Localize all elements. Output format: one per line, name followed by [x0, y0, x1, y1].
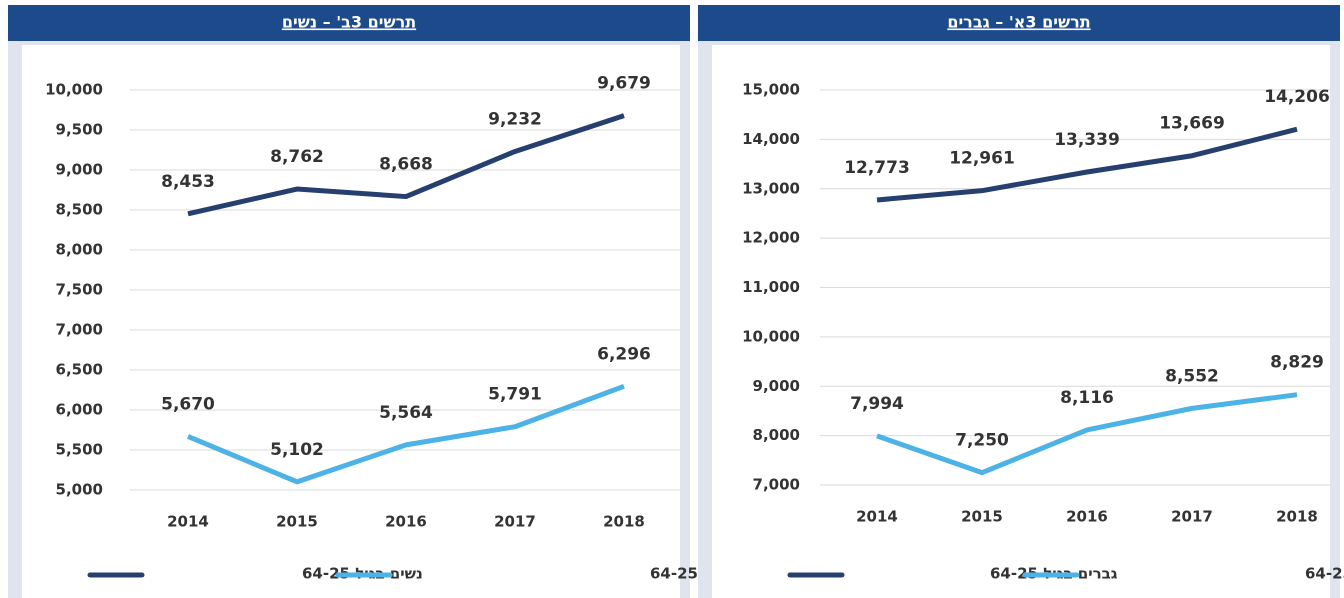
data-label: 5,670 — [161, 394, 215, 414]
line-series — [187, 113, 625, 217]
x-tick-label: 2014 — [167, 513, 209, 531]
y-tick-label: 10,000 — [742, 327, 800, 345]
y-tick-label: 6,000 — [56, 401, 103, 419]
data-label: 5,564 — [379, 403, 433, 423]
y-tick-label: 8,500 — [56, 201, 103, 219]
chart-title: תרשים 3ב' – נשים — [282, 13, 416, 32]
data-label: 13,339 — [1054, 130, 1120, 150]
y-tick-label: 9,500 — [56, 121, 103, 139]
x-tick-label: 2017 — [494, 513, 536, 531]
y-tick-label: 13,000 — [742, 179, 800, 197]
y-tick-label: 12,000 — [742, 229, 800, 247]
x-tick-label: 2016 — [385, 513, 427, 531]
data-label: 8,668 — [379, 155, 433, 175]
data-label: 5,791 — [488, 385, 542, 405]
x-tick-label: 2015 — [276, 513, 318, 531]
y-tick-label: 6,500 — [56, 361, 103, 379]
data-label: 7,250 — [955, 431, 1009, 451]
y-tick-label: 8,000 — [56, 241, 103, 259]
line-series — [876, 126, 1298, 203]
data-label: 12,773 — [844, 158, 910, 178]
y-tick-label: 8,000 — [753, 426, 800, 444]
data-label: 6,296 — [597, 344, 651, 364]
data-label: 8,552 — [1165, 366, 1219, 386]
chart-area — [22, 45, 680, 598]
y-tick-label: 7,500 — [56, 281, 103, 299]
data-label: 7,994 — [850, 394, 904, 414]
data-label: 9,679 — [597, 74, 651, 94]
x-tick-label: 2017 — [1171, 508, 1213, 526]
legend-label: גברים ערבים בגיל 64-25 — [1305, 565, 1344, 583]
line-series — [876, 392, 1298, 476]
chart-title: תרשים 3א' – גברים — [947, 13, 1090, 32]
x-tick-label: 2018 — [1276, 508, 1318, 526]
data-label: 13,669 — [1159, 114, 1225, 134]
x-tick-label: 2014 — [856, 508, 898, 526]
x-tick-label: 2015 — [961, 508, 1003, 526]
y-tick-label: 5,000 — [56, 481, 103, 499]
data-label: 9,232 — [488, 109, 542, 129]
data-label: 8,829 — [1270, 353, 1324, 373]
y-tick-label: 5,500 — [56, 441, 103, 459]
chart-area — [712, 45, 1330, 598]
x-tick-label: 2018 — [603, 513, 645, 531]
data-label: 5,102 — [270, 440, 324, 460]
y-tick-label: 7,000 — [753, 476, 800, 494]
data-label: 14,206 — [1264, 87, 1330, 107]
y-tick-label: 9,000 — [56, 161, 103, 179]
y-tick-label: 14,000 — [742, 130, 800, 148]
y-tick-label: 11,000 — [742, 278, 800, 296]
y-tick-label: 9,000 — [753, 377, 800, 395]
data-label: 8,116 — [1060, 388, 1114, 408]
y-tick-label: 10,000 — [45, 81, 103, 99]
data-label: 8,762 — [270, 147, 324, 167]
line-series — [187, 383, 625, 485]
x-tick-label: 2016 — [1066, 508, 1108, 526]
y-tick-label: 15,000 — [742, 81, 800, 99]
panel-header — [8, 5, 690, 41]
data-label: 8,453 — [161, 172, 215, 192]
data-label: 12,961 — [949, 149, 1015, 169]
y-tick-label: 7,000 — [56, 321, 103, 339]
panel-header — [698, 5, 1340, 41]
